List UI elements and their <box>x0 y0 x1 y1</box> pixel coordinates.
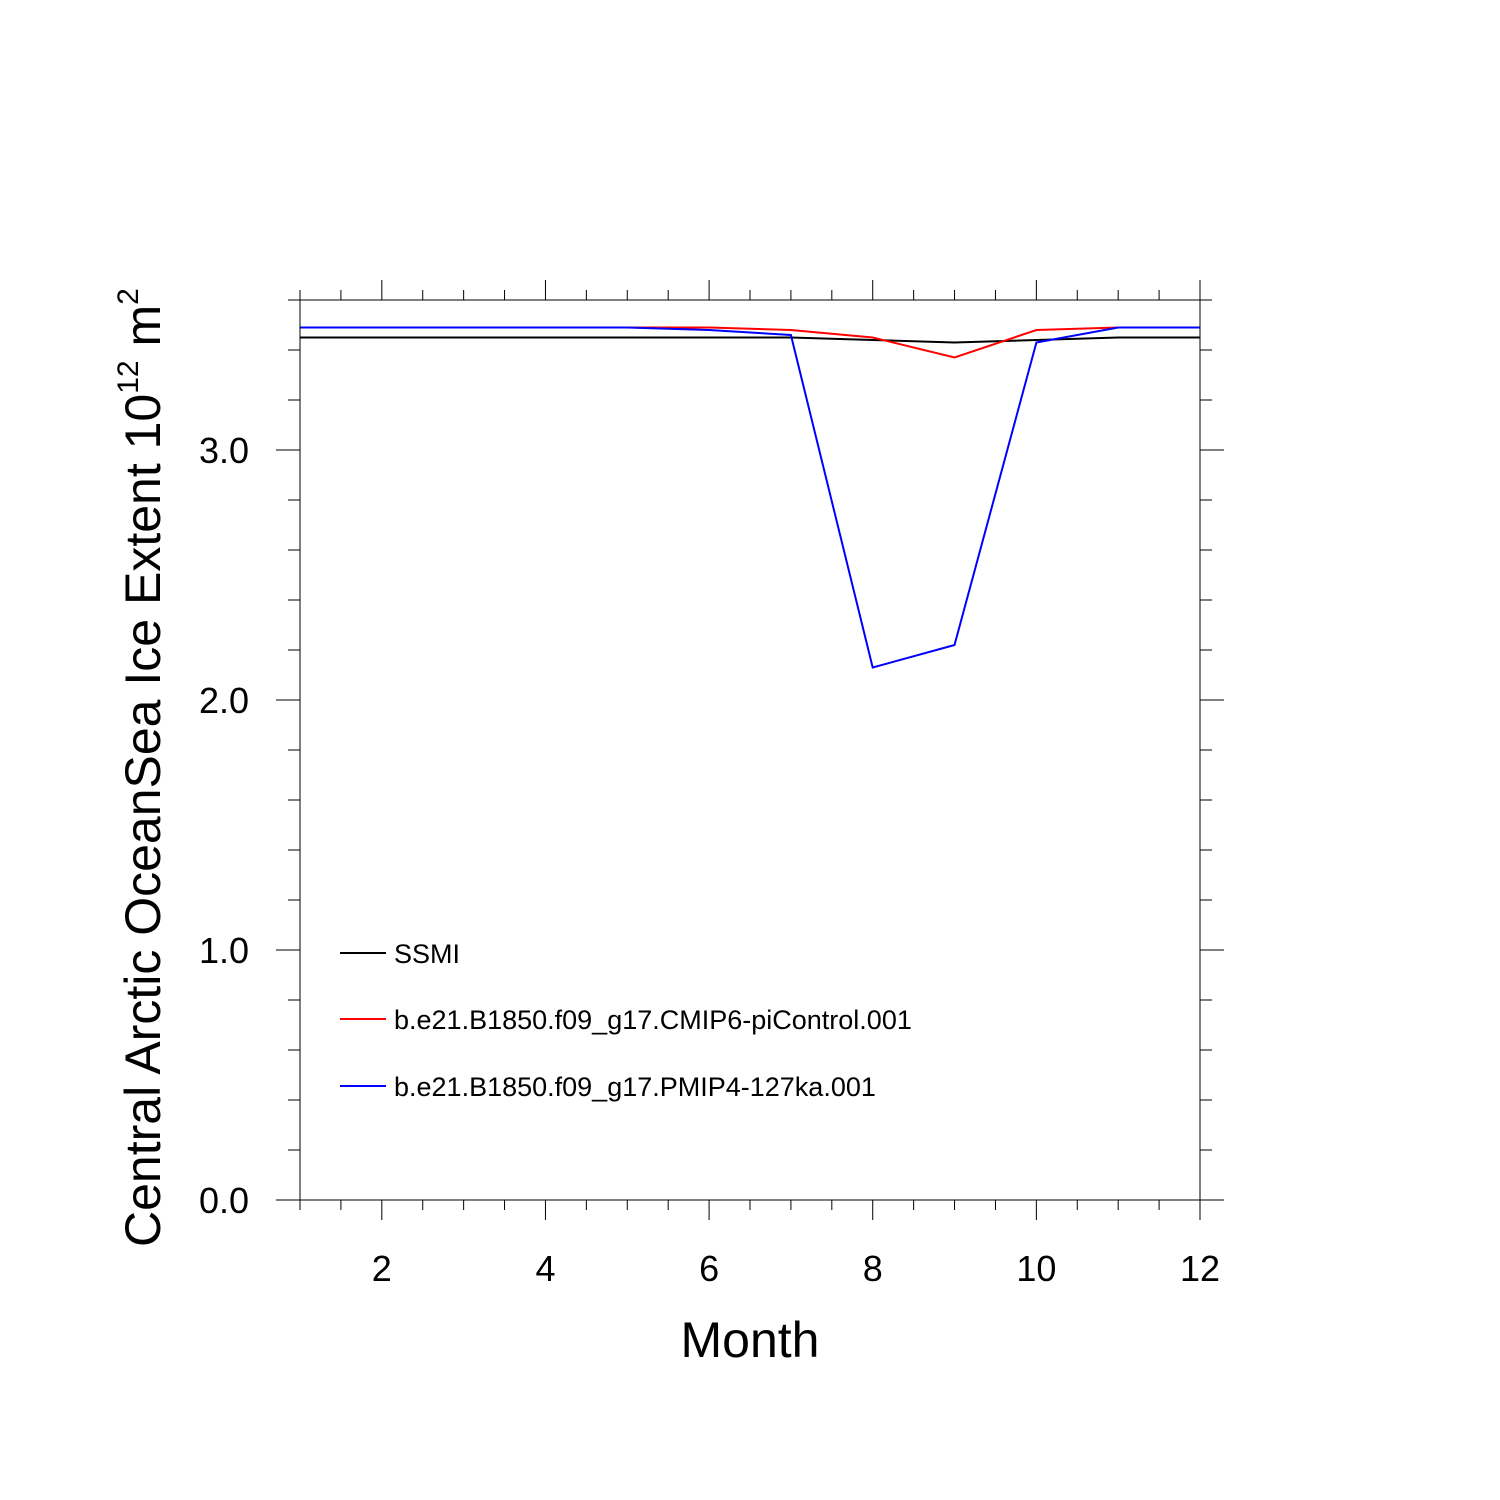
series-line <box>300 326 1200 669</box>
y-tick-label: 0.0 <box>199 1180 249 1221</box>
y-axis-label: Central Arctic OceanSea Ice Extent 1012 … <box>112 288 171 1247</box>
x-tick-label: 8 <box>863 1248 883 1289</box>
y-tick-label: 1.0 <box>199 930 249 971</box>
x-tick-label: 10 <box>1016 1248 1056 1289</box>
legend-label: b.e21.B1850.f09_g17.CMIP6-piControl.001 <box>394 1005 912 1035</box>
y-tick-labels: 0.0 1.0 2.0 3.0 <box>199 430 249 1221</box>
axis-ticks <box>276 280 1224 1220</box>
x-tick-label: 12 <box>1180 1248 1220 1289</box>
legend-label: b.e21.B1850.f09_g17.PMIP4-127ka.001 <box>394 1072 876 1102</box>
series-lines <box>300 326 1200 669</box>
y-tick-label: 3.0 <box>199 430 249 471</box>
legend-label: SSMI <box>394 939 460 969</box>
plot-frame <box>299 299 1201 1201</box>
y-tick-label: 2.0 <box>199 680 249 721</box>
x-tick-label: 4 <box>535 1248 555 1289</box>
x-tick-labels: 2 4 6 8 10 12 <box>372 1248 1220 1289</box>
x-axis-label: Month <box>681 1312 820 1368</box>
x-tick-label: 2 <box>372 1248 392 1289</box>
legend: SSMI b.e21.B1850.f09_g17.CMIP6-piControl.… <box>340 939 912 1102</box>
x-tick-label: 6 <box>699 1248 719 1289</box>
